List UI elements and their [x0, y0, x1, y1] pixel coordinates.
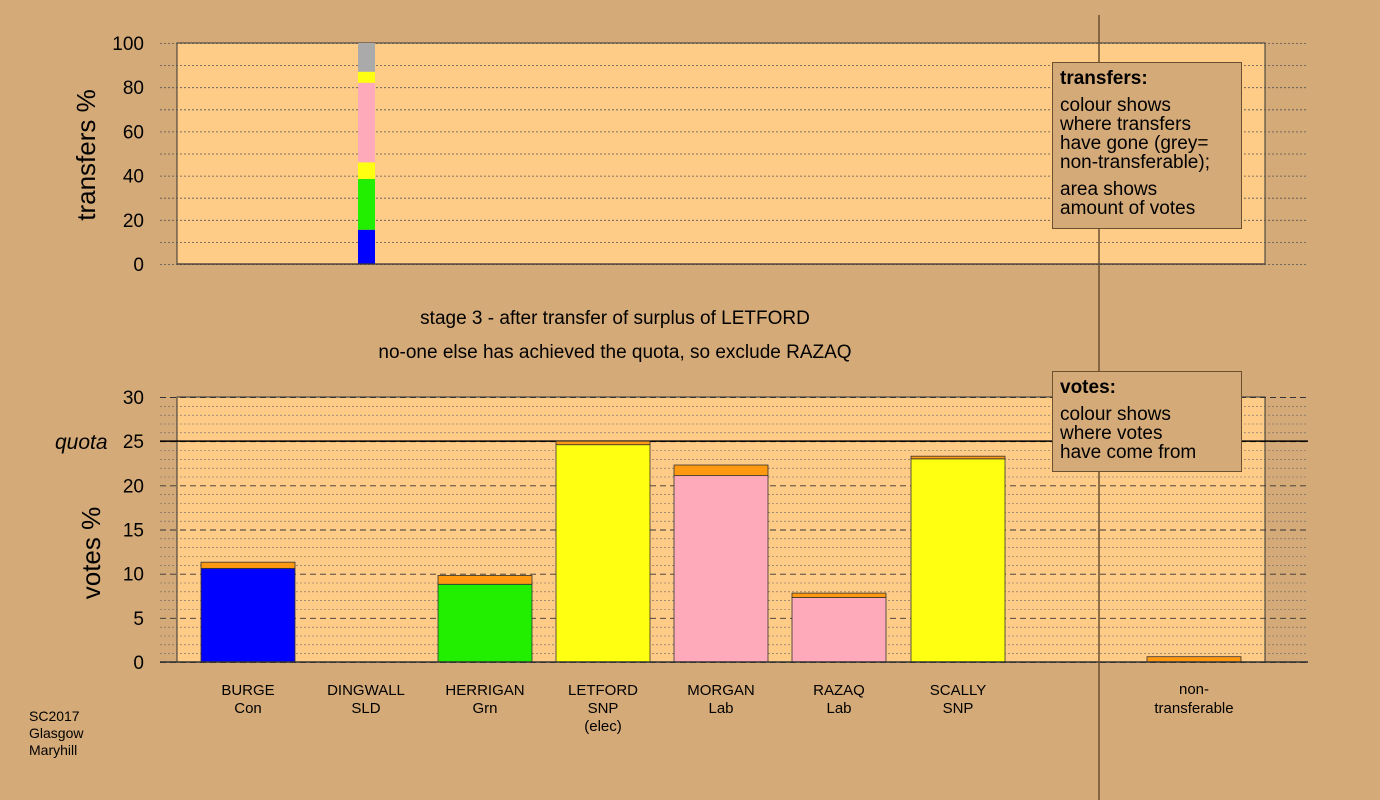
votes-axis: 0 5 10 15 20 25 30	[123, 388, 144, 674]
candidate-name: HERRIGAN	[445, 682, 524, 699]
vote-bar	[673, 475, 769, 663]
transfers-legend-line: amount of votes	[1060, 198, 1196, 219]
transfer-segment	[358, 43, 375, 72]
vote-bar	[200, 567, 296, 663]
vote-bar	[437, 583, 533, 663]
votes-tick-label: 25	[123, 432, 144, 453]
candidate-name: BURGE	[221, 682, 274, 699]
candidate-name: MORGAN	[687, 682, 755, 699]
transfers-y-label: transfers %	[71, 89, 101, 221]
candidate-name: DINGWALL	[327, 682, 405, 699]
candidate-name: LETFORD	[568, 682, 638, 699]
footer-ward: Maryhill	[29, 742, 78, 758]
vote-bar	[555, 444, 651, 663]
footer-election: SC2017	[29, 708, 80, 724]
candidate-party: Lab	[826, 700, 851, 717]
stage-line-2: no-one else has achieved the quota, so e…	[378, 342, 851, 363]
transfer-segment	[358, 178, 375, 230]
candidate-party: Lab	[708, 700, 733, 717]
candidate-labels: BURGEConDINGWALLSLDHERRIGANGrnLETFORDSNP…	[221, 681, 1233, 735]
transfers-legend-line: have gone (grey=	[1060, 133, 1209, 154]
transfer-bar	[437, 575, 533, 585]
vote-bar	[910, 458, 1006, 663]
candidate-party: transferable	[1154, 700, 1233, 717]
transfer-bar	[673, 464, 769, 477]
transfers-tick-label: 60	[123, 122, 144, 143]
transfer-bar	[791, 592, 887, 598]
transfers-tick-label: 20	[123, 211, 144, 232]
votes-tick-label: 10	[123, 565, 144, 586]
votes-legend-line: have come from	[1060, 442, 1197, 463]
transfers-tick-label: 100	[112, 34, 144, 55]
votes-legend-line: colour shows	[1060, 404, 1171, 425]
transfers-legend-line: area shows	[1060, 179, 1158, 200]
transfer-segment	[358, 82, 375, 163]
votes-y-label: votes %	[76, 507, 106, 600]
candidate-name: RAZAQ	[813, 682, 865, 699]
transfer-bar	[910, 455, 1006, 460]
votes-tick-label: 30	[123, 388, 144, 409]
transfer-bar	[555, 440, 651, 446]
candidate-name: non-	[1179, 681, 1209, 698]
transfers-legend-line: non-transferable);	[1060, 152, 1210, 173]
transfer-segment	[358, 71, 375, 83]
candidate-party: Grn	[472, 700, 497, 717]
transfers-legend-title: transfers:	[1060, 68, 1148, 89]
candidate-name: SCALLY	[930, 682, 986, 699]
votes-legend-line: where votes	[1060, 423, 1163, 444]
transfers-bars	[177, 43, 1265, 265]
candidate-party: SNP	[943, 700, 974, 717]
vote-bar	[791, 597, 887, 663]
votes-legend: votes: colour shows where votes have com…	[1052, 371, 1242, 472]
transfers-axis: 0 20 40 60 80 100	[112, 34, 144, 276]
quota-label: quota	[55, 431, 108, 454]
transfers-tick-label: 40	[123, 167, 144, 188]
candidate-party: SLD	[351, 700, 380, 717]
candidate-party: (elec)	[584, 718, 622, 735]
transfer-segment	[358, 162, 375, 179]
votes-tick-label: 15	[123, 521, 144, 542]
votes-legend-title: votes:	[1060, 377, 1116, 398]
transfers-legend-line: colour shows	[1060, 95, 1171, 116]
transfers-tick-label: 80	[123, 78, 144, 99]
votes-bars	[160, 440, 1308, 663]
transfer-bar	[200, 561, 296, 569]
votes-tick-label: 0	[133, 653, 144, 674]
votes-tick-label: 20	[123, 476, 144, 497]
transfers-legend-line: where transfers	[1060, 114, 1191, 135]
transfer-segment	[358, 229, 375, 264]
candidate-party: Con	[234, 700, 262, 717]
votes-tick-label: 5	[133, 609, 144, 630]
transfer-bar	[1146, 656, 1242, 663]
stage-line-1: stage 3 - after transfer of surplus of L…	[420, 308, 810, 329]
footer-city: Glasgow	[29, 725, 84, 741]
transfers-legend: transfers: colour shows where transfers …	[1052, 62, 1242, 229]
candidate-party: SNP	[588, 700, 619, 717]
transfers-tick-label: 0	[133, 255, 144, 276]
constituency-footer: SC2017 Glasgow Maryhill	[29, 708, 83, 759]
